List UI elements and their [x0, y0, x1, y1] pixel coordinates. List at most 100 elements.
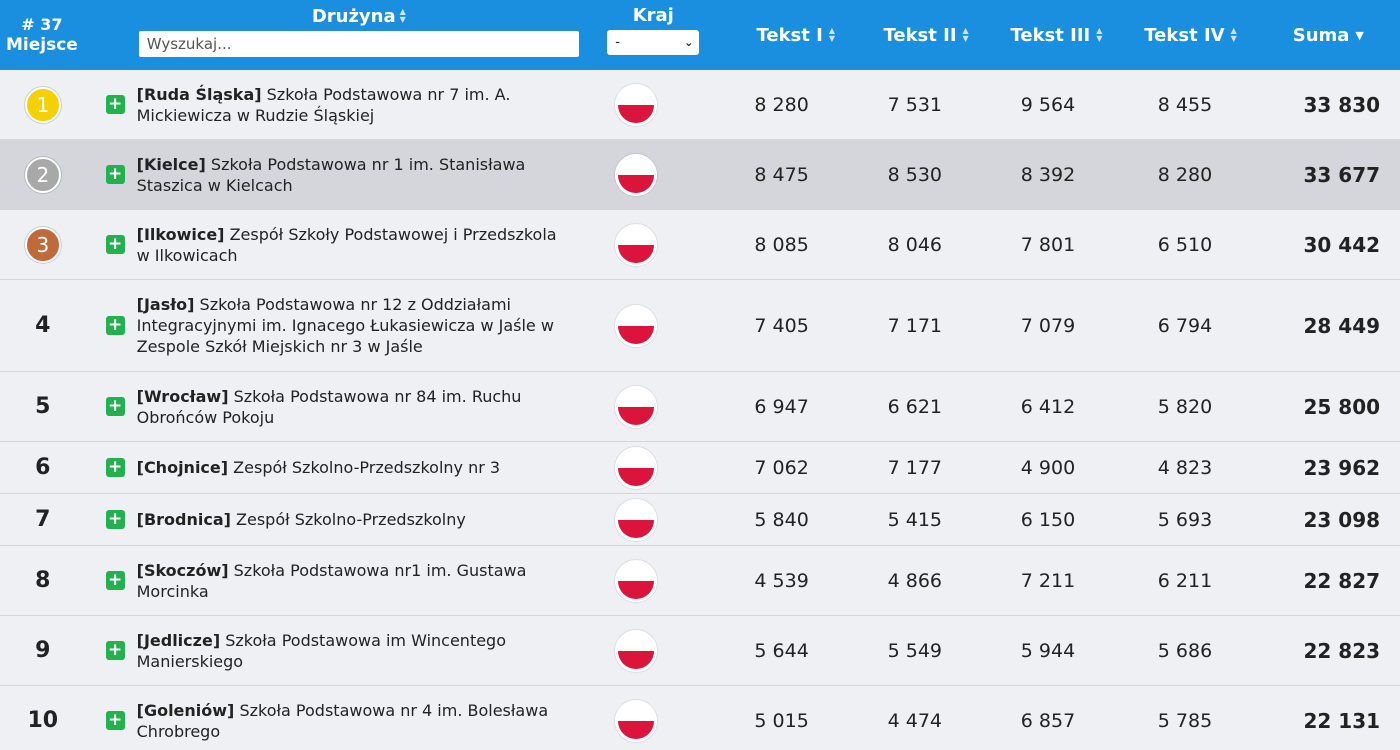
poland-flag-icon: [615, 629, 658, 672]
text4-score: 5 820: [1157, 395, 1213, 418]
team-cell: [Jasło] Szkoła Podstawowa nr 12 z Oddzia…: [137, 294, 560, 357]
expand-plus-icon[interactable]: +: [105, 711, 125, 730]
text1-score: 7 062: [754, 456, 809, 479]
table-row[interactable]: 1 + [Ruda Śląska] Szkoła Podstawowa nr 7…: [0, 70, 1400, 140]
team-name: Zespół Szkolno-Przedszkolny: [236, 510, 466, 529]
table-row[interactable]: 8 + [Skoczów] Szkoła Podstawowa nr1 im. …: [0, 546, 1400, 616]
country-select[interactable]: - ⌄: [607, 30, 700, 55]
team-name: Szkoła Podstawowa nr 1 im. Stanisława St…: [136, 154, 526, 195]
header-text-4[interactable]: Tekst IV ▲ ▼: [1124, 0, 1256, 70]
plus-cell: +: [86, 458, 137, 477]
country-cell: [560, 83, 712, 126]
text1-score: 8 085: [754, 233, 809, 256]
expand-plus-icon[interactable]: +: [105, 397, 125, 416]
place-number: 5: [35, 394, 51, 419]
poland-flag-icon: [615, 83, 658, 126]
text3-score: 4 900: [1020, 456, 1076, 479]
table-row[interactable]: 7 + [Brodnica] Zespół Szkolno-Przedszkol…: [0, 494, 1400, 546]
expand-plus-icon[interactable]: +: [105, 458, 125, 477]
team-cell: [Kielce] Szkoła Podstawowa nr 1 im. Stan…: [137, 154, 560, 196]
header-place[interactable]: # 37 Miejsce: [0, 0, 84, 70]
text2-score: 7 171: [887, 314, 943, 337]
table-row[interactable]: 5 + [Wrocław] Szkoła Podstawowa nr 84 im…: [0, 372, 1400, 442]
expand-plus-icon[interactable]: +: [105, 165, 125, 184]
team-city: [Ruda Śląska]: [136, 84, 262, 104]
expand-plus-icon[interactable]: +: [105, 641, 125, 660]
team-city: [Jasło]: [136, 295, 195, 314]
table-row[interactable]: 2 + [Kielce] Szkoła Podstawowa nr 1 im. …: [0, 140, 1400, 210]
plus-cell: +: [86, 95, 137, 114]
team-cell: [Wrocław] Szkoła Podstawowa nr 84 im. Ru…: [137, 386, 560, 428]
poland-flag-icon: [615, 223, 658, 266]
expand-plus-icon[interactable]: +: [105, 316, 125, 335]
team-name: Zespół Szkolno-Przedszkolny nr 3: [233, 458, 501, 477]
text1-score: 5 015: [754, 709, 809, 732]
text3-score: 8 392: [1020, 163, 1076, 186]
text2-score: 4 474: [887, 709, 943, 732]
expand-plus-icon[interactable]: +: [105, 235, 125, 254]
sort-both-icon: ▲ ▼: [828, 26, 835, 43]
table-row[interactable]: 9 + [Jedlicze] Szkoła Podstawowa im Winc…: [0, 616, 1400, 686]
country-cell: [560, 223, 712, 266]
team-name: Szkoła Podstawowa nr 4 im. Bolesława Chr…: [136, 700, 549, 741]
header-sum[interactable]: Suma ▼: [1257, 0, 1400, 70]
country-cell: [560, 385, 712, 428]
text4-score: 6 510: [1157, 233, 1213, 256]
team-city: [Ilkowice]: [136, 224, 225, 244]
table-row[interactable]: 10 + [Goleniów] Szkoła Podstawowa nr 4 i…: [0, 686, 1400, 750]
place-number: 9: [35, 638, 51, 663]
team-cell: [Goleniów] Szkoła Podstawowa nr 4 im. Bo…: [137, 700, 560, 742]
plus-cell: +: [86, 711, 137, 730]
text3-score: 7 079: [1020, 314, 1076, 337]
text2-score: 4 866: [887, 569, 943, 592]
country-cell: [560, 559, 712, 602]
total-score: 33 830: [1303, 92, 1381, 117]
plus-cell: +: [86, 397, 137, 416]
expand-plus-icon[interactable]: +: [105, 95, 125, 114]
total-score: 22 827: [1303, 568, 1381, 593]
team-cell: [Ruda Śląska] Szkoła Podstawowa nr 7 im.…: [137, 84, 560, 126]
text3-score: 7 801: [1020, 233, 1076, 256]
team-name: Szkoła Podstawowa nr 7 im. A. Mickiewicz…: [136, 84, 511, 125]
total-score: 28 449: [1303, 313, 1381, 338]
col1-label: Tekst I: [756, 24, 823, 46]
text3-score: 9 564: [1020, 93, 1076, 116]
country-cell: [560, 446, 712, 489]
total-score: 33 677: [1303, 162, 1381, 187]
text4-score: 5 686: [1157, 639, 1213, 662]
table-row[interactable]: 3 + [Ilkowice] Zespół Szkoły Podstawowej…: [0, 210, 1400, 280]
sum-label: Suma: [1292, 24, 1350, 46]
search-input[interactable]: [138, 31, 579, 57]
team-cell: [Chojnice] Zespół Szkolno-Przedszkolny n…: [137, 457, 560, 478]
text4-score: 5 693: [1157, 508, 1213, 531]
table-row[interactable]: 4 + [Jasło] Szkoła Podstawowa nr 12 z Od…: [0, 280, 1400, 372]
plus-cell: +: [86, 510, 137, 529]
expand-plus-icon[interactable]: +: [105, 510, 125, 529]
text2-score: 5 549: [887, 639, 943, 662]
sort-both-icon: ▲ ▼: [399, 7, 406, 24]
country-cell: [560, 304, 712, 347]
team-sort-header[interactable]: Drużyna ▲ ▼: [139, 4, 579, 28]
text4-score: 6 794: [1157, 314, 1213, 337]
header-text-2[interactable]: Tekst II ▲ ▼: [864, 0, 989, 70]
place-cell: 5: [0, 394, 86, 419]
place-cell: 8: [0, 568, 86, 593]
team-city: [Kielce]: [136, 154, 206, 174]
team-city: [Goleniów]: [136, 700, 235, 720]
table-row[interactable]: 6 + [Chojnice] Zespół Szkolno-Przedszkol…: [0, 442, 1400, 494]
header-text-3[interactable]: Tekst III ▲ ▼: [988, 0, 1124, 70]
medal-icon: 1: [24, 86, 61, 123]
team-city: [Chojnice]: [136, 458, 229, 477]
place-cell: 7: [0, 507, 86, 532]
text1-score: 5 840: [754, 508, 809, 531]
poland-flag-icon: [615, 446, 658, 489]
col3-label: Tekst III: [1010, 24, 1091, 46]
team-cell: [Ilkowice] Zespół Szkoły Podstawowej i P…: [137, 224, 560, 266]
place-label: Miejsce: [5, 35, 78, 55]
col2-label: Tekst II: [883, 24, 957, 46]
header-text-1[interactable]: Tekst I ▲ ▼: [728, 0, 864, 70]
table-body: 1 + [Ruda Śląska] Szkoła Podstawowa nr 7…: [0, 70, 1400, 750]
text1-score: 5 644: [754, 639, 809, 662]
text1-score: 7 405: [754, 314, 809, 337]
expand-plus-icon[interactable]: +: [105, 571, 125, 590]
